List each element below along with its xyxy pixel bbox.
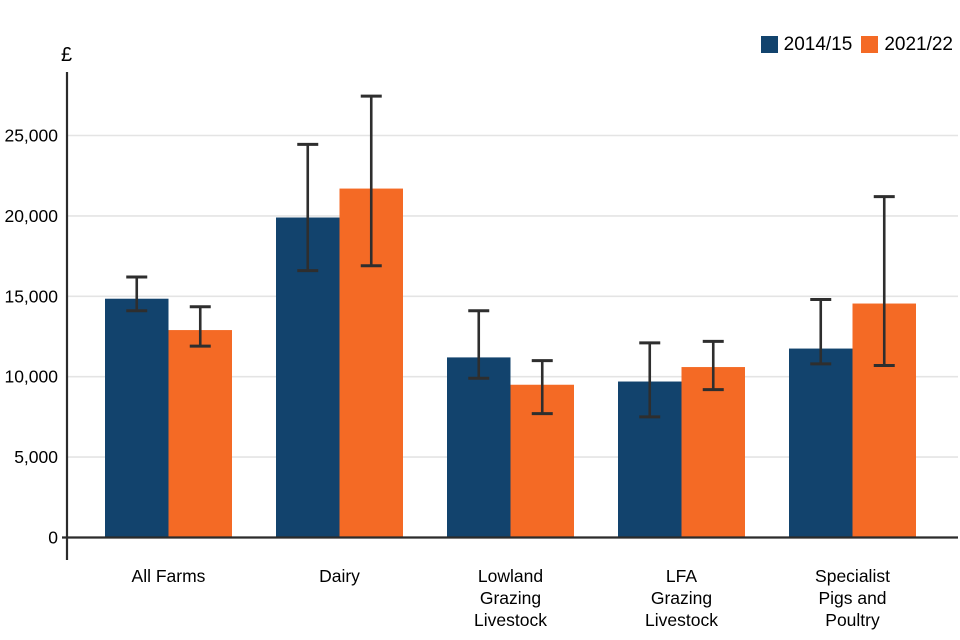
y-tick-label-20000: 20,000 xyxy=(4,206,58,226)
legend-item-2021-22: 2021/22 xyxy=(861,35,953,54)
legend-label-2021-22: 2021/22 xyxy=(884,34,953,55)
bar-2021-22-all-farms xyxy=(168,330,232,538)
x-category-label-all-farms: All Farms xyxy=(132,566,206,586)
x-category-label-lfa-grazing-livestock: LFA Grazing Livestock xyxy=(645,566,718,630)
bar-2014-15-lowland-grazing-livestock xyxy=(447,357,511,538)
y-tick-label-0: 0 xyxy=(48,528,58,548)
bar-2014-15-all-farms xyxy=(105,298,169,538)
x-category-label-dairy: Dairy xyxy=(319,566,360,586)
bar-2021-22-lfa-grazing-livestock xyxy=(681,367,745,538)
y-tick-label-25000: 25,000 xyxy=(4,126,58,146)
x-category-label-specialist-pigs-and-poultry: Specialist Pigs and Poultry xyxy=(815,566,890,630)
y-tick-label-5000: 5,000 xyxy=(14,447,58,467)
legend-label-2014-15: 2014/15 xyxy=(783,34,853,55)
bar-2014-15-specialist-pigs-and-poultry xyxy=(789,348,853,538)
legend-swatch-2021-22 xyxy=(861,36,879,53)
y-axis-unit-label: £ xyxy=(61,44,73,66)
chart-legend: 2014/15 2021/22 xyxy=(760,34,953,55)
y-tick-label-10000: 10,000 xyxy=(4,367,58,387)
x-category-label-lowland-grazing-livestock: Lowland Grazing Livestock xyxy=(474,566,547,630)
legend-swatch-2014-15 xyxy=(760,36,778,53)
y-tick-label-15000: 15,000 xyxy=(4,286,58,306)
legend-item-2014-15: 2014/15 xyxy=(760,34,853,55)
